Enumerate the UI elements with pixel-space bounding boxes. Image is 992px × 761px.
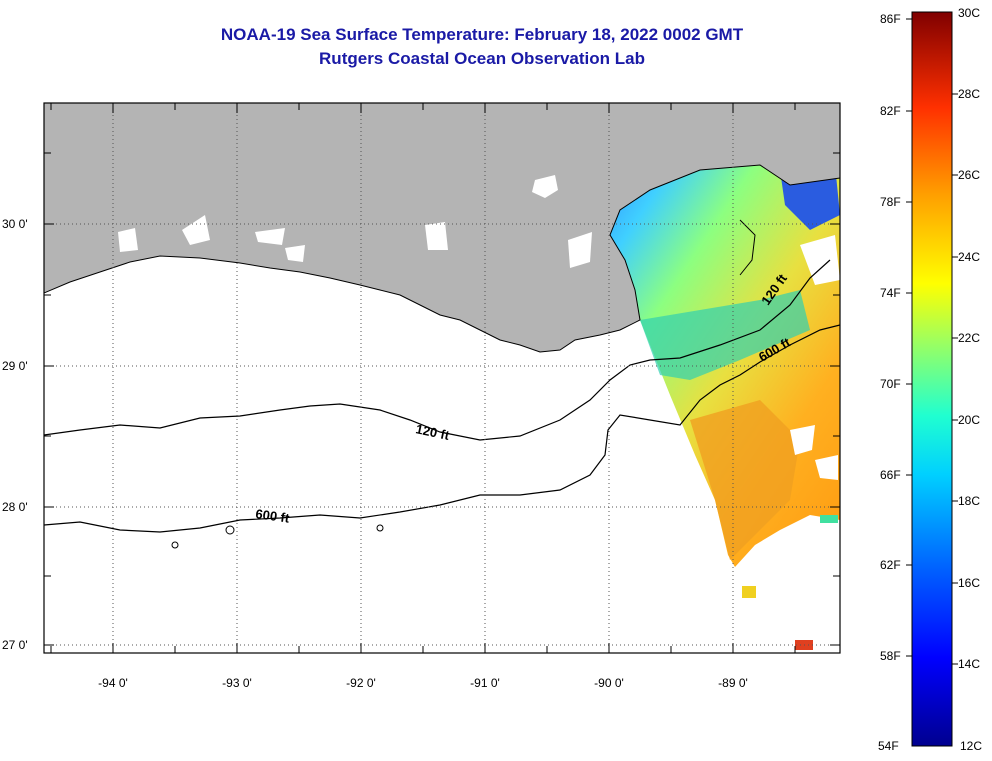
colorbar-c-label-12: 12C: [960, 739, 982, 753]
island-dot-3: [171, 541, 179, 549]
chart-title: NOAA-19 Sea Surface Temperature: Februar…: [220, 25, 744, 44]
colorbar-f-label-78: 78F: [880, 195, 901, 209]
colorbar-f-label-62: 62F: [880, 558, 901, 572]
colorbar-c-label-28: 28C: [958, 87, 980, 101]
colorbar-f-label-70: 70F: [880, 377, 901, 391]
lake-3: [255, 228, 285, 245]
lake-4: [285, 245, 305, 262]
colorbar-c-label-30: 30C: [958, 6, 980, 20]
sst-pixel-patch: [742, 586, 756, 598]
colorbar-c-label-22: 22C: [958, 331, 980, 345]
lake-7: [425, 222, 448, 250]
lon-label-90: -90 0': [594, 676, 624, 690]
colorbar-c-label-18: 18C: [958, 494, 980, 508]
lat-label-29: 29 0': [2, 359, 28, 373]
colorbar-c-label-26: 26C: [958, 168, 980, 182]
lake-6: [118, 228, 138, 252]
colorbar: [911, 11, 953, 747]
colorbar-c-label-24: 24C: [958, 250, 980, 264]
contour-600ft-west: [44, 324, 840, 533]
sst-warm-patch: [690, 400, 800, 560]
colorbar-c-label-14: 14C: [958, 657, 980, 671]
colorbar-f-label-66: 66F: [880, 468, 901, 482]
map-frame: [43, 102, 841, 654]
island-dot: [225, 525, 235, 535]
lon-label-93: -93 0': [222, 676, 252, 690]
contour-label-600ft: 600 ft: [255, 506, 291, 526]
lat-label-27: 27 0': [2, 638, 28, 652]
lat-label-30: 30 0': [2, 217, 28, 231]
colorbar-f-label-86: 86F: [880, 12, 901, 26]
colorbar-f-label-74: 74F: [880, 286, 901, 300]
lat-label-28: 28 0': [2, 500, 28, 514]
lake: [532, 175, 558, 198]
sst-pixel-patch-3: [820, 515, 838, 523]
contour-label-120ft: 120 ft: [414, 421, 451, 443]
contour-120ft-west: [44, 259, 831, 441]
colorbar-c-label-16: 16C: [958, 576, 980, 590]
lon-label-94: -94 0': [98, 676, 128, 690]
cloud-gap-3: [815, 455, 838, 480]
lon-label-92: -92 0': [346, 676, 376, 690]
cloud-gap-2: [790, 425, 815, 455]
map-ticks: [44, 103, 840, 653]
island-dot-2: [376, 524, 384, 532]
cloud-gap: [800, 235, 840, 285]
colorbar-c-label-20: 20C: [958, 413, 980, 427]
colorbar-ticks: [906, 18, 958, 665]
lon-label-89: -89 0': [718, 676, 748, 690]
colorbar-f-label-54: 54F: [878, 739, 899, 753]
colorbar-f-label-58: 58F: [880, 649, 901, 663]
lon-label-91: -91 0': [470, 676, 500, 690]
chart-subtitle: Rutgers Coastal Ocean Observation Lab: [319, 49, 645, 68]
colorbar-f-label-82: 82F: [880, 104, 901, 118]
lake-2: [182, 215, 210, 245]
lake-5: [568, 232, 592, 268]
contour-shelf-inner: [739, 219, 756, 276]
graticule: [44, 103, 840, 653]
